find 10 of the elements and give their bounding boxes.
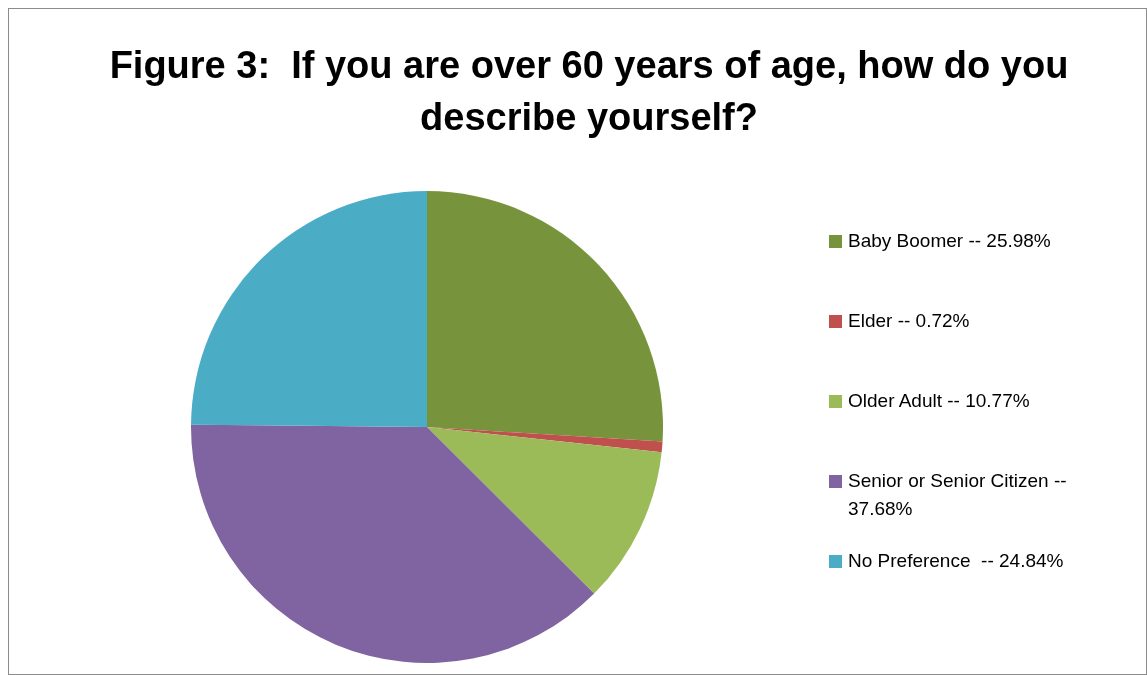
legend-label: Older Adult -- 10.77% <box>848 389 1031 413</box>
legend-label: Baby Boomer -- 25.98% <box>848 229 1052 253</box>
chart-title: Figure 3: If you are over 60 years of age, how do you describe yourself? <box>109 43 1069 140</box>
legend-label: Senior or Senior Citizen -- 37.68% <box>848 469 1068 521</box>
legend-label: No Preference -- 24.84% <box>848 549 1065 573</box>
pie-slice <box>427 427 662 594</box>
pie-slice <box>191 424 595 663</box>
pie-slice <box>427 191 663 442</box>
pie-slice <box>191 191 427 427</box>
legend-label: Elder -- 0.72% <box>848 309 971 333</box>
